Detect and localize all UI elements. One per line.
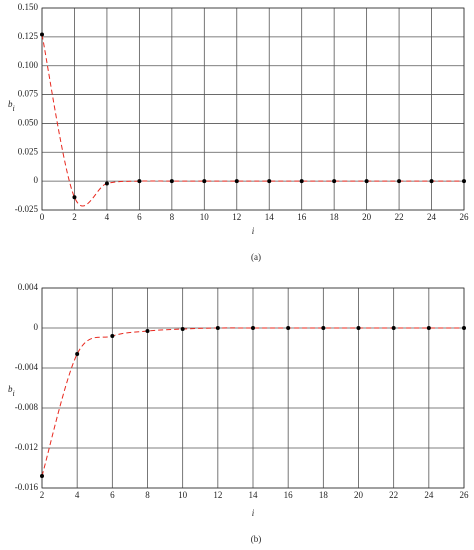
x-tick-label: 18 [319,490,329,500]
y-tick-label: -0.008 [15,402,39,412]
data-point [299,179,304,184]
x-tick-label: 14 [265,212,275,222]
caption: (a) [251,252,261,262]
x-tick-label: 2 [40,490,45,500]
x-tick-label: 26 [460,212,470,222]
data-point [137,179,142,184]
y-axis-label-base: b [8,384,13,394]
x-tick-label: 22 [395,212,404,222]
data-point [462,326,466,330]
y-tick-label: 0.075 [18,89,39,99]
y-tick-label: 0 [34,175,39,185]
data-point [397,179,402,184]
data-point [251,326,255,330]
x-tick-label: 24 [424,490,434,500]
y-tick-label: -0.004 [15,362,39,372]
y-tick-label: 0.025 [18,146,39,156]
data-point [110,334,115,338]
y-tick-label: 0 [34,322,39,332]
x-axis-label: i [252,226,255,236]
data-point [215,326,220,330]
x-tick-label: 10 [200,212,210,222]
x-tick-label: 8 [145,490,150,500]
x-tick-label: 24 [427,212,437,222]
x-tick-label: 12 [232,212,241,222]
x-tick-label: 12 [213,490,222,500]
x-tick-label: 4 [105,212,110,222]
data-point [356,326,361,330]
data-point [75,352,80,356]
data-point [364,179,369,184]
data-point [321,326,326,330]
caption: (b) [251,534,262,544]
data-point [145,329,150,333]
plot-frame [41,287,465,489]
data-point [104,181,109,186]
data-point [332,179,337,184]
y-tick-label: 0.100 [18,60,39,70]
series-line [41,34,464,207]
data-point [202,179,207,184]
data-point [286,326,291,330]
data-point [180,327,185,331]
x-tick-label: 20 [354,490,364,500]
y-tick-label: -0.025 [15,204,39,214]
y-tick-label: -0.016 [15,482,39,492]
data-point [426,326,431,330]
x-tick-label: 16 [297,212,307,222]
data-point [169,179,174,184]
x-tick-label: 0 [40,212,45,222]
y-axis-label-sub: i [13,389,15,398]
data-point [234,179,239,184]
y-tick-label: 0.150 [18,2,39,12]
x-tick-label: 14 [249,490,259,500]
data-point [462,179,466,184]
y-tick-label: 0.004 [18,282,39,292]
data-point [40,32,44,37]
x-tick-label: 26 [460,490,470,500]
data-point [429,179,434,184]
y-tick-label: 0.050 [18,117,39,127]
y-tick-label: -0.012 [15,442,38,452]
x-tick-label: 4 [75,490,80,500]
data-point [267,179,272,184]
y-axis-label: bi [8,384,15,398]
y-axis-label-sub: i [13,104,15,113]
x-tick-label: 6 [137,212,142,222]
data-point [391,326,396,330]
x-tick-label: 22 [389,490,398,500]
x-tick-label: 16 [284,490,294,500]
x-tick-label: 10 [178,490,188,500]
data-point [40,474,44,478]
y-tick-label: 0.125 [18,31,39,41]
x-tick-label: 6 [110,490,115,500]
y-axis-label: bi [8,99,15,113]
x-tick-label: 8 [170,212,175,222]
plot-frame [41,7,465,211]
x-tick-label: 18 [330,212,340,222]
x-tick-label: 20 [362,212,372,222]
data-point [72,195,77,200]
y-axis-label-base: b [8,99,13,109]
x-axis-label: i [252,508,255,518]
x-tick-label: 2 [72,212,77,222]
